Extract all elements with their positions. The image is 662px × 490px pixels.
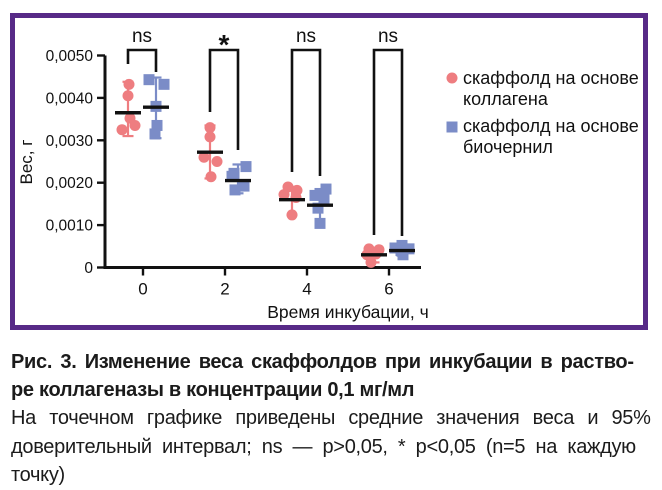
caption-body-line: точку): [11, 464, 65, 486]
y-tick-label: 0,0010: [46, 218, 94, 235]
significance-bracket: [126, 48, 158, 72]
legend-marker-circle: [446, 72, 458, 84]
data-point: [278, 189, 290, 201]
data-point: [122, 90, 134, 102]
y-tick-label: 0: [84, 260, 93, 277]
data-point: [226, 170, 238, 182]
data-point: [211, 156, 223, 167]
caption-title-line: ре коллагеназы в концентрации 0,1 мг/мл: [11, 379, 415, 401]
caption-title-line: Рис. 3. Изменение веса скаффолдов при ин…: [11, 351, 634, 373]
significance-bracket: [372, 48, 404, 236]
significance-label: *: [219, 29, 230, 60]
data-point: [143, 74, 155, 86]
y-tick-label: 0,0030: [46, 133, 94, 150]
figure-border: [10, 13, 648, 330]
chart-svg: 0 0,0010 0,0020 0,0030 0,0040 0,0050 0 2 4 6 Вес, …: [10, 13, 648, 330]
legend-marker-square: [446, 121, 458, 133]
data-point: [123, 78, 135, 90]
data-point: [198, 151, 210, 163]
data-point: [320, 183, 332, 195]
data-point: [365, 256, 377, 268]
significance-label: ns: [132, 26, 152, 47]
legend-label: биочернил: [463, 137, 553, 157]
y-tick-label: 0,0050: [46, 48, 94, 65]
data-point: [397, 249, 409, 261]
data-point: [205, 171, 217, 183]
y-axis-title: Вес, г: [17, 140, 36, 185]
data-point: [229, 184, 241, 196]
caption-body-line: доверительный интервал; ns — p>0,05, * p…: [11, 435, 636, 458]
data-point: [286, 209, 298, 221]
x-tick-label: 6: [384, 280, 393, 299]
data-point: [149, 128, 161, 140]
scatter-plot-figure: 0 0,0010 0,0020 0,0030 0,0040 0,0050 0 2 4 6 Вес, …: [10, 13, 648, 330]
x-tick-label: 0: [138, 280, 147, 299]
x-tick-label: 2: [220, 280, 229, 299]
x-tick-label: 4: [302, 280, 311, 299]
data-point: [204, 122, 216, 134]
significance-bracket: [208, 48, 240, 150]
data-point: [309, 189, 321, 201]
data-point: [116, 124, 128, 136]
significance-bracket: [290, 48, 322, 176]
significance-label: ns: [378, 26, 398, 47]
y-tick-label: 0,0040: [46, 90, 94, 107]
caption-body-line: На точечном графике приведены средние зн…: [11, 407, 651, 429]
data-point: [158, 78, 170, 90]
legend-label: коллагена: [463, 89, 549, 109]
y-tick-label: 0,0020: [46, 175, 94, 192]
legend-label: скаффолд на основе: [463, 68, 639, 88]
figure-caption: Рис. 3. Изменение веса скаффолдов при ин…: [11, 348, 653, 490]
data-point: [318, 194, 330, 206]
significance-label: ns: [296, 26, 316, 47]
x-axis-title: Время инкубации, ч: [267, 302, 429, 322]
data-point: [240, 161, 252, 173]
legend-label: скаффолд на основе: [463, 116, 639, 136]
data-point: [389, 242, 401, 254]
data-point: [129, 119, 141, 131]
data-point: [204, 131, 216, 143]
data-point: [314, 217, 326, 229]
data-point: [312, 202, 324, 214]
data-point: [151, 119, 163, 131]
data-point: [238, 180, 250, 192]
data-point: [290, 192, 302, 204]
